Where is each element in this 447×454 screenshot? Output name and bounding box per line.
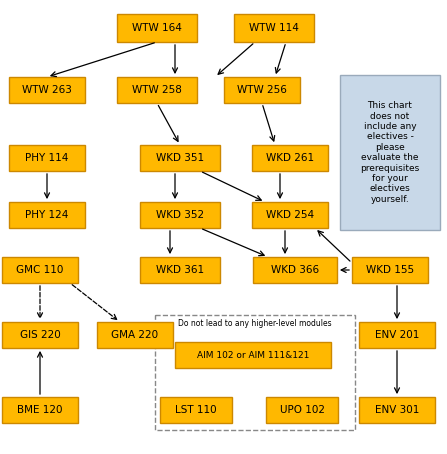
FancyBboxPatch shape [253,257,337,283]
FancyBboxPatch shape [9,77,85,103]
Text: WTW 258: WTW 258 [132,85,182,95]
Text: WKD 366: WKD 366 [271,265,319,275]
FancyBboxPatch shape [352,257,428,283]
Text: WTW 256: WTW 256 [237,85,287,95]
FancyBboxPatch shape [234,14,314,42]
FancyBboxPatch shape [2,322,78,348]
Text: WKD 351: WKD 351 [156,153,204,163]
Text: This chart
does not
include any
electives -
please
evaluate the
prerequisites
fo: This chart does not include any elective… [360,101,420,204]
Text: BME 120: BME 120 [17,405,63,415]
Text: WKD 361: WKD 361 [156,265,204,275]
FancyBboxPatch shape [9,202,85,228]
FancyBboxPatch shape [252,202,328,228]
FancyBboxPatch shape [160,397,232,423]
FancyBboxPatch shape [340,75,440,230]
Text: ENV 201: ENV 201 [375,330,419,340]
FancyBboxPatch shape [359,397,435,423]
Text: UPO 102: UPO 102 [279,405,325,415]
FancyBboxPatch shape [224,77,300,103]
FancyBboxPatch shape [140,202,220,228]
Text: WTW 164: WTW 164 [132,23,182,33]
Text: AIM 102 or AIM 111&121: AIM 102 or AIM 111&121 [197,350,309,360]
Text: Do not lead to any higher-level modules: Do not lead to any higher-level modules [178,320,332,329]
FancyBboxPatch shape [97,322,173,348]
FancyBboxPatch shape [9,145,85,171]
Text: PHY 114: PHY 114 [25,153,69,163]
Text: WKD 254: WKD 254 [266,210,314,220]
Text: GIS 220: GIS 220 [20,330,60,340]
Text: WKD 261: WKD 261 [266,153,314,163]
FancyBboxPatch shape [117,77,197,103]
FancyBboxPatch shape [140,257,220,283]
Text: ENV 301: ENV 301 [375,405,419,415]
FancyBboxPatch shape [359,322,435,348]
Text: WTW 263: WTW 263 [22,85,72,95]
Text: WKD 155: WKD 155 [366,265,414,275]
Text: GMC 110: GMC 110 [16,265,63,275]
FancyBboxPatch shape [2,397,78,423]
FancyBboxPatch shape [252,145,328,171]
FancyBboxPatch shape [175,342,331,368]
FancyBboxPatch shape [2,257,78,283]
FancyBboxPatch shape [266,397,338,423]
FancyBboxPatch shape [117,14,197,42]
Text: LST 110: LST 110 [175,405,217,415]
Text: WKD 352: WKD 352 [156,210,204,220]
FancyBboxPatch shape [140,145,220,171]
Text: WTW 114: WTW 114 [249,23,299,33]
Text: GMA 220: GMA 220 [111,330,159,340]
Text: PHY 124: PHY 124 [25,210,69,220]
